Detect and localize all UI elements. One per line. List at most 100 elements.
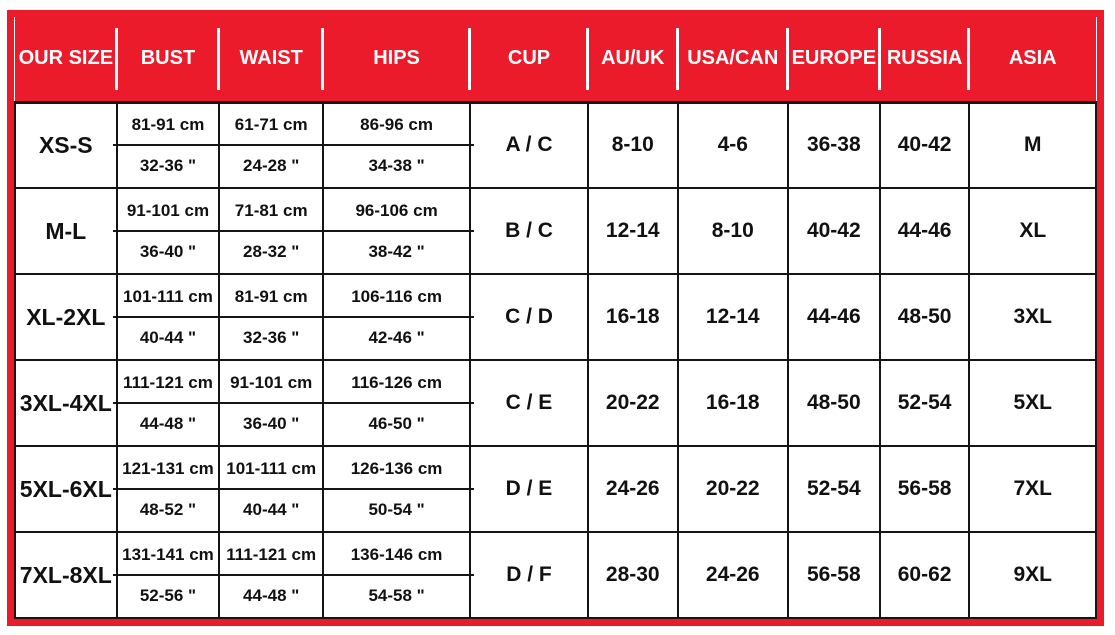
header-hips: HIPS	[321, 17, 471, 104]
header-waist: WAIST	[217, 17, 324, 104]
header-usa-can: USA/CAN	[675, 17, 788, 104]
waist-inches: 36-40 "	[243, 413, 300, 433]
cup-cell: A / C	[469, 101, 589, 189]
usa-can-cell: 16-18	[676, 359, 789, 447]
header-cup: CUP	[468, 17, 588, 104]
waist-cell: 81-91 cm 32-36 "	[216, 273, 328, 361]
hips-cell: 116-126 cm 46-50 "	[320, 359, 476, 447]
hips-inches: 38-42 "	[368, 241, 425, 261]
waist-cell: 101-111 cm 40-44 "	[216, 445, 328, 533]
hips-cm: 116-126 cm	[351, 372, 442, 392]
usa-can-cell: 4-6	[676, 101, 789, 189]
header-asia: ASIA	[967, 17, 1096, 104]
bust-cell: 81-91 cm 32-36 "	[113, 101, 224, 189]
table-row: 7XL-8XL 131-141 cm 52-56 " 111-121 cm 44…	[14, 531, 1097, 619]
size-cell: 7XL-8XL	[14, 531, 118, 619]
size-cell: XS-S	[14, 101, 118, 189]
hips-inches: 54-58 "	[368, 585, 425, 605]
hips-cell: 86-96 cm 34-38 "	[320, 101, 476, 189]
waist-cm: 111-121 cm	[226, 544, 317, 564]
bust-cm: 91-101 cm	[126, 200, 210, 220]
bust-inches: 40-44 "	[139, 327, 197, 347]
bust-inches: 44-48 "	[139, 413, 197, 433]
header-europe: EUROPE	[785, 17, 880, 104]
hips-cm: 96-106 cm	[355, 200, 438, 220]
asia-cell: 9XL	[968, 531, 1097, 619]
size-cell: 5XL-6XL	[14, 445, 118, 533]
waist-inches: 40-44 "	[243, 499, 300, 519]
europe-cell: 36-38	[786, 101, 881, 189]
au-uk-cell: 16-18	[586, 273, 679, 361]
waist-inches: 44-48 "	[243, 585, 300, 605]
europe-cell: 56-58	[786, 531, 881, 619]
waist-inches: 28-32 "	[243, 241, 300, 261]
au-uk-cell: 24-26	[586, 445, 679, 533]
waist-inches: 24-28 "	[243, 155, 300, 175]
europe-cell: 48-50	[786, 359, 881, 447]
russia-cell: 56-58	[878, 445, 971, 533]
russia-cell: 44-46	[878, 187, 971, 275]
hips-cell: 136-146 cm 54-58 "	[320, 531, 476, 619]
waist-inches: 32-36 "	[243, 327, 300, 347]
size-cell: XL-2XL	[14, 273, 118, 361]
asia-cell: M	[968, 101, 1097, 189]
size-chart-table: OUR SIZE BUST WAIST HIPS CUP AU/UK USA/C…	[14, 17, 1097, 619]
size-cell: 3XL-4XL	[14, 359, 118, 447]
waist-cell: 61-71 cm 24-28 "	[216, 101, 328, 189]
europe-cell: 52-54	[786, 445, 881, 533]
bust-cell: 121-131 cm 48-52 "	[113, 445, 224, 533]
russia-cell: 52-54	[878, 359, 971, 447]
bust-cm: 121-131 cm	[122, 458, 214, 478]
size-cell: M-L	[14, 187, 118, 275]
russia-cell: 40-42	[878, 101, 971, 189]
au-uk-cell: 28-30	[586, 531, 679, 619]
hips-inches: 46-50 "	[368, 413, 425, 433]
cup-cell: C / D	[469, 273, 589, 361]
asia-cell: 3XL	[968, 273, 1097, 361]
table-row: 3XL-4XL 111-121 cm 44-48 " 91-101 cm 36-…	[14, 359, 1097, 447]
bust-cell: 91-101 cm 36-40 "	[113, 187, 224, 275]
cup-cell: C / E	[469, 359, 589, 447]
waist-cm: 91-101 cm	[230, 372, 313, 392]
bust-cell: 101-111 cm 40-44 "	[113, 273, 224, 361]
bust-cell: 111-121 cm 44-48 "	[113, 359, 224, 447]
waist-cm: 81-91 cm	[234, 286, 308, 306]
cup-cell: B / C	[469, 187, 589, 275]
cup-cell: D / F	[469, 531, 589, 619]
bust-inches: 32-36 "	[139, 155, 197, 175]
header-our-size: OUR SIZE	[15, 17, 117, 104]
hips-cell: 106-116 cm 42-46 "	[320, 273, 476, 361]
hips-inches: 34-38 "	[368, 155, 425, 175]
waist-cm: 61-71 cm	[234, 114, 308, 134]
hips-cm: 106-116 cm	[351, 286, 442, 306]
bust-cm: 111-121 cm	[123, 372, 213, 392]
table-row: XS-S 81-91 cm 32-36 " 61-71 cm 24-28 " 8…	[14, 101, 1097, 189]
bust-inches: 48-52 "	[139, 499, 197, 519]
waist-cell: 91-101 cm 36-40 "	[216, 359, 328, 447]
hips-cm: 126-136 cm	[350, 458, 443, 478]
cup-cell: D / E	[469, 445, 589, 533]
asia-cell: XL	[968, 187, 1097, 275]
russia-cell: 60-62	[878, 531, 971, 619]
size-chart-frame: OUR SIZE BUST WAIST HIPS CUP AU/UK USA/C…	[7, 10, 1104, 626]
waist-cell: 71-81 cm 28-32 "	[216, 187, 328, 275]
asia-cell: 7XL	[968, 445, 1097, 533]
russia-cell: 48-50	[878, 273, 971, 361]
waist-cm: 101-111 cm	[226, 458, 317, 478]
au-uk-cell: 20-22	[586, 359, 679, 447]
usa-can-cell: 20-22	[676, 445, 789, 533]
hips-inches: 50-54 "	[368, 499, 425, 519]
table-row: 5XL-6XL 121-131 cm 48-52 " 101-111 cm 40…	[14, 445, 1097, 533]
usa-can-cell: 8-10	[676, 187, 789, 275]
waist-cm: 71-81 cm	[234, 200, 308, 220]
hips-cell: 126-136 cm 50-54 "	[320, 445, 476, 533]
bust-cm: 81-91 cm	[131, 114, 205, 134]
header-row: OUR SIZE BUST WAIST HIPS CUP AU/UK USA/C…	[15, 17, 1096, 104]
bust-inches: 52-56 "	[139, 585, 197, 605]
hips-cell: 96-106 cm 38-42 "	[320, 187, 476, 275]
header-bust: BUST	[114, 17, 220, 104]
au-uk-cell: 8-10	[586, 101, 679, 189]
bust-cell: 131-141 cm 52-56 "	[113, 531, 224, 619]
europe-cell: 44-46	[786, 273, 881, 361]
